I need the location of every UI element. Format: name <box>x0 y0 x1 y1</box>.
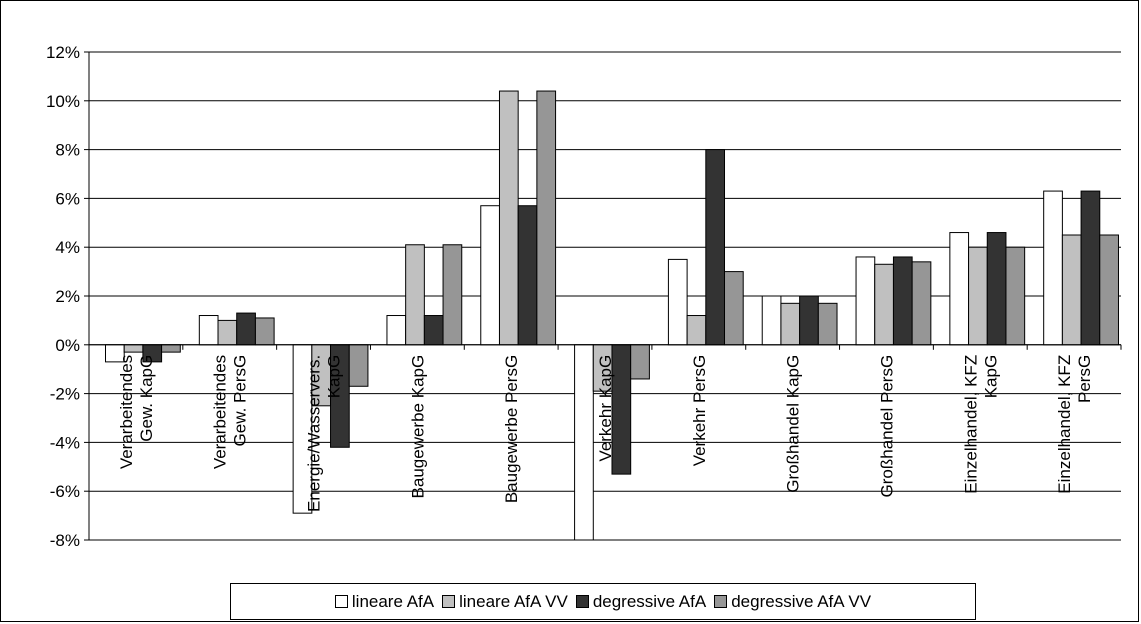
bar <box>799 295 819 346</box>
legend-label: degressive AfA VV <box>731 591 872 611</box>
bar <box>705 149 726 346</box>
legend-item: degressive AfA VV <box>714 592 871 612</box>
bar <box>986 232 1007 346</box>
category-label: Großhandel PersG <box>877 355 896 498</box>
bar <box>517 205 538 346</box>
bar <box>217 319 238 346</box>
category-label-line: Verkehr PersG <box>690 355 709 467</box>
category-label-line: Verkehr KapG <box>596 355 615 462</box>
bar <box>198 315 219 346</box>
bar <box>892 256 913 346</box>
legend-label: lineare AfA VV <box>459 591 568 611</box>
bar <box>855 256 876 346</box>
y-tick-label: 0% <box>55 336 80 355</box>
y-tick-label: -2% <box>50 385 80 404</box>
category-label-line: Großhandel KapG <box>784 355 803 493</box>
y-tick-label: 2% <box>55 287 80 306</box>
bar <box>574 344 594 541</box>
category-label-line: PersG <box>1075 355 1094 403</box>
y-tick-label: -8% <box>50 531 80 550</box>
category-label: VerarbeitendesGew. KapG <box>117 355 156 469</box>
category-label: Verkehr PersG <box>690 355 709 467</box>
category-label-line: Verarbeitendes <box>117 355 136 469</box>
category-label: Baugewerbe PersG <box>502 355 521 503</box>
category-label-line: Einzelhandel, KFZ <box>1055 355 1074 494</box>
category-label-line: KapG <box>325 355 344 398</box>
category-label-line: Großhandel PersG <box>877 355 896 498</box>
bar <box>386 315 407 346</box>
y-tick-label: 8% <box>55 141 80 160</box>
bar <box>686 315 707 346</box>
legend-swatch <box>334 595 348 608</box>
bar <box>1099 234 1119 346</box>
y-tick-label: -6% <box>50 482 80 501</box>
legend-swatch <box>714 595 728 608</box>
legend-item: lineare AfA VV <box>442 592 568 612</box>
legend: lineare AfA lineare AfA VV degressive AfA d… <box>230 583 976 620</box>
bar <box>405 244 425 346</box>
y-tick-label: 4% <box>55 238 80 257</box>
y-tick-label: 12% <box>46 43 80 62</box>
bar <box>442 244 463 346</box>
category-label-line: Gew. KapG <box>137 355 156 442</box>
bar <box>761 295 782 346</box>
category-label-line: Verarbeitendes <box>211 355 230 469</box>
legend-item: degressive AfA <box>575 591 707 612</box>
bar <box>236 312 256 346</box>
bar <box>667 258 688 346</box>
bar <box>161 344 181 353</box>
bar <box>1061 234 1082 346</box>
bar <box>536 90 557 346</box>
bar <box>968 246 988 346</box>
y-tick-labels: -8% -6% -4% -2% 0% 2% 4% 6% 8% 10% 12% <box>46 43 80 550</box>
bar <box>480 205 500 346</box>
bar <box>498 90 519 346</box>
bar <box>949 232 970 346</box>
bar <box>874 263 894 346</box>
bar <box>123 344 144 353</box>
bar <box>724 271 744 346</box>
bar <box>348 344 369 387</box>
bar <box>911 261 932 346</box>
bar <box>1043 190 1063 346</box>
axes <box>88 52 1122 540</box>
y-tick-label: 6% <box>55 189 80 208</box>
bar <box>423 315 444 346</box>
bars <box>105 90 1119 541</box>
category-label: Energie/Wasservers.KapG <box>305 355 344 512</box>
category-label: Einzelhandel, KFZPersG <box>1055 355 1094 494</box>
category-label: Verkehr KapG <box>596 355 615 462</box>
bar <box>1005 246 1026 346</box>
category-label: Großhandel KapG <box>784 355 803 493</box>
y-tick-label: 10% <box>46 92 80 111</box>
y-tick-label: -4% <box>50 433 80 452</box>
category-label-line: Gew. PersG <box>231 355 250 447</box>
category-label: VerarbeitendesGew. PersG <box>211 355 250 469</box>
category-label-line: Baugewerbe KapG <box>408 355 427 499</box>
legend-item: lineare AfA <box>334 591 435 612</box>
bar <box>630 344 650 380</box>
category-label-line: KapG <box>981 355 1000 398</box>
legend-label: lineare AfA <box>351 591 435 611</box>
bar <box>1080 190 1101 346</box>
bar <box>254 317 275 346</box>
category-label-line: Einzelhandel, KFZ <box>961 355 980 494</box>
bar <box>817 302 838 346</box>
bar <box>780 302 801 346</box>
legend-swatch <box>575 595 589 608</box>
category-label-line: Energie/Wasservers. <box>305 355 324 512</box>
category-label: Baugewerbe KapG <box>408 355 427 499</box>
category-labels: VerarbeitendesGew. KapG VerarbeitendesGew… <box>117 355 1094 512</box>
category-label: Einzelhandel, KFZKapG <box>961 355 1000 494</box>
legend-label: degressive AfA <box>592 591 707 611</box>
legend-swatch <box>442 595 456 608</box>
category-label-line: Baugewerbe PersG <box>502 355 521 503</box>
